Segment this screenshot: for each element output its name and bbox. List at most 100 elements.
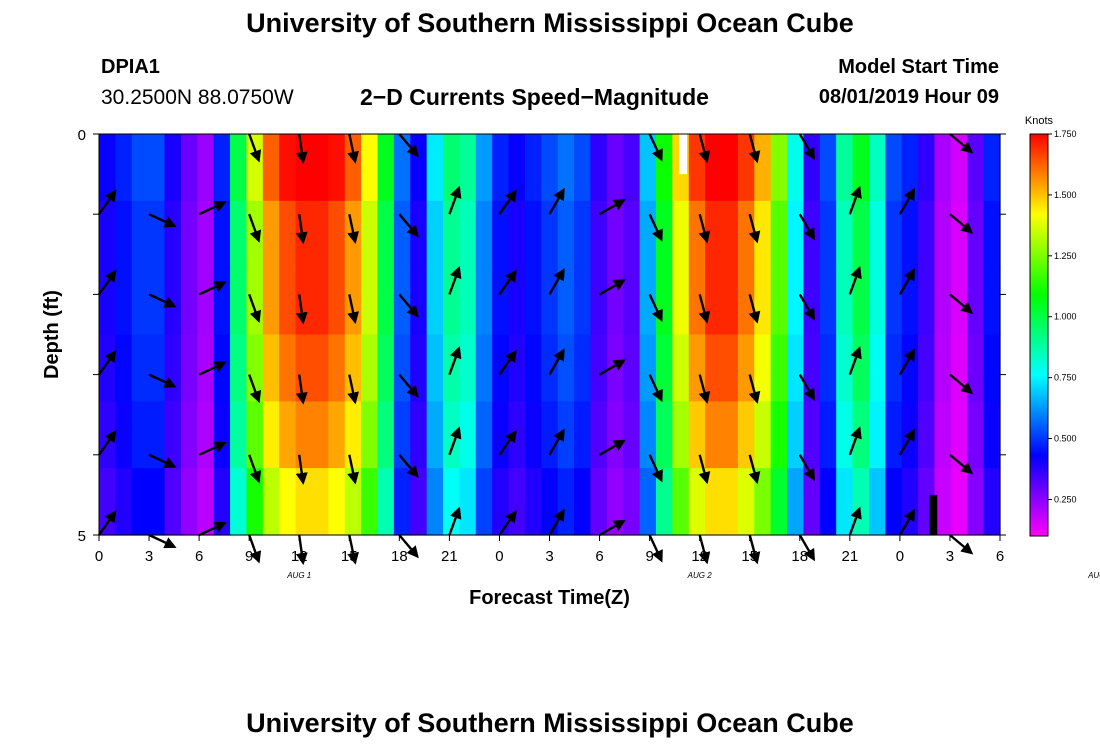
heatmap-cell: [508, 468, 526, 536]
x-tick-label: 18: [791, 548, 808, 565]
heatmap-cell: [983, 200, 1001, 269]
heatmap-cell: [819, 200, 837, 269]
heatmap-cell: [770, 334, 788, 402]
heatmap-cell: [393, 468, 411, 536]
x-tick-label: 6: [996, 548, 1004, 565]
colorbar-tick-label: 1.500: [1054, 190, 1077, 200]
heatmap-cell: [868, 267, 886, 336]
current-vector-arrow: [648, 293, 663, 322]
heatmap-cell: [557, 401, 575, 469]
heatmap-cell: [672, 468, 690, 536]
current-vector-arrow: [98, 510, 117, 536]
heatmap-cell: [852, 401, 870, 469]
x-tick-label: 12: [291, 548, 308, 565]
current-vector-arrow: [548, 428, 565, 456]
heatmap-cell: [475, 200, 493, 269]
current-vector-arrow: [698, 374, 711, 404]
heatmap-cell: [836, 468, 854, 536]
current-vector-arrow: [898, 268, 916, 296]
heatmap-cell: [180, 267, 198, 336]
heatmap-cell: [524, 134, 542, 202]
heatmap-cell: [361, 468, 379, 536]
currents-heatmap-chart: 0 3 6 9 12 15 18 21 0 3 6 9 12 15 18 21 0 3 6 AUG 1 AUG 2 AUG…: [41, 115, 1100, 609]
current-vector-arrow: [598, 198, 626, 216]
heatmap-cell: [197, 401, 215, 469]
heatmap-cell: [180, 200, 198, 269]
heatmap-cell: [770, 200, 788, 269]
heatmap-cell: [295, 401, 313, 469]
footer-title: University of Southern Mississippi Ocean…: [246, 708, 854, 738]
heatmap-cell: [148, 334, 166, 402]
heatmap-cell: [426, 401, 444, 469]
current-vector-arrow: [148, 293, 177, 308]
heatmap-cell: [262, 267, 280, 336]
current-vector-arrow: [798, 373, 816, 401]
page-title: University of Southern Mississippi Ocean…: [246, 8, 854, 38]
heatmap-cell: [655, 134, 673, 202]
heatmap-cell: [524, 334, 542, 402]
heatmap-cell: [541, 134, 559, 202]
current-vector-arrow: [198, 281, 227, 296]
heatmap-cell: [655, 401, 673, 469]
heatmap-cell: [737, 200, 755, 269]
current-vector-arrow: [548, 508, 565, 536]
heatmap-cell: [213, 134, 231, 202]
heatmap-cell: [803, 401, 821, 469]
heatmap-cell: [754, 267, 772, 336]
current-vector-arrow: [698, 534, 711, 565]
heatmap-cell: [115, 468, 133, 536]
date-label: AUG 2: [687, 571, 713, 580]
current-vector-arrow: [198, 441, 227, 456]
heatmap-cell: [737, 401, 755, 469]
heatmap-cell: [705, 401, 723, 469]
heatmap-cell: [475, 334, 493, 402]
current-vector-arrow: [648, 454, 663, 483]
heatmap-cell: [574, 401, 592, 469]
heatmap-cell: [639, 401, 657, 469]
heatmap-cell: [443, 200, 460, 269]
heatmap-cell: [426, 200, 444, 269]
date-label: AUG 3: [1087, 571, 1100, 580]
heatmap-cell: [361, 267, 379, 336]
heatmap-cell: [934, 334, 952, 402]
heatmap-cell: [410, 134, 428, 202]
y-tick-label: 5: [78, 528, 86, 545]
heatmap-cell: [705, 200, 723, 269]
heatmap-cell: [639, 334, 657, 402]
current-vector-arrow: [448, 426, 462, 456]
current-vector-arrow: [748, 213, 761, 244]
heatmap-cell: [180, 401, 198, 469]
heatmap-cell: [541, 200, 559, 269]
current-vector-arrow: [598, 439, 626, 456]
heatmap-cell: [213, 267, 231, 336]
heatmap-cell: [459, 134, 477, 202]
current-vector-arrow: [248, 293, 262, 323]
heatmap-cell: [115, 134, 133, 202]
x-tick-label: 9: [245, 548, 253, 565]
current-vector-arrow: [898, 508, 916, 536]
heatmap-cell: [230, 267, 248, 336]
heatmap-cell: [131, 401, 149, 469]
current-vector-arrow: [248, 454, 262, 484]
heatmap-cell: [344, 468, 362, 536]
heatmap-cell: [606, 401, 624, 469]
heatmap-cell: [164, 401, 182, 469]
heatmap-cell: [934, 200, 952, 269]
heatmap-cell: [246, 200, 264, 269]
heatmap-cell: [311, 267, 329, 336]
current-vector-arrow: [347, 213, 359, 244]
heatmap-cell: [377, 334, 395, 402]
heatmap-cell: [885, 267, 903, 336]
current-vector-arrow: [347, 374, 359, 405]
current-vector-arrow: [198, 201, 227, 216]
heatmap-cell: [148, 468, 166, 536]
heatmap-cell: [967, 267, 985, 336]
heatmap-cell: [377, 401, 395, 469]
heatmap-cell: [737, 468, 755, 536]
heatmap-cell: [344, 334, 362, 402]
heatmap-cell: [787, 334, 805, 402]
heatmap-cell: [115, 334, 133, 402]
heatmap-cell: [492, 334, 510, 402]
current-vector-arrow: [295, 294, 308, 325]
heatmap-cell: [950, 401, 968, 469]
